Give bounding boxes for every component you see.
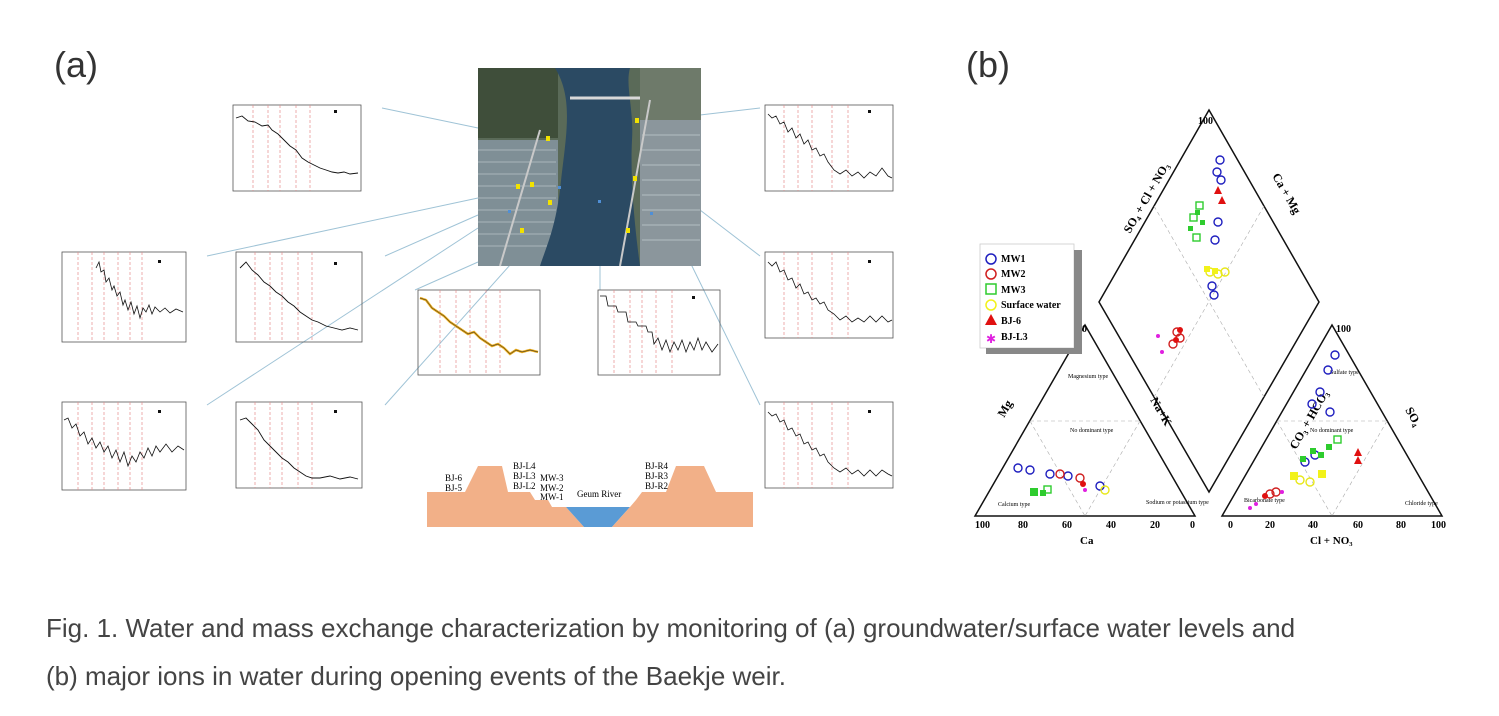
legend-bj6-marker — [985, 314, 997, 325]
so4-axis-label: SO₄ — [1402, 405, 1424, 429]
piper-filled-points — [1030, 186, 1362, 510]
an-tick-40: 40 — [1308, 520, 1318, 531]
hydrograph-geum-river — [597, 289, 721, 376]
connector-lines — [206, 107, 761, 406]
an-tick-0: 0 — [1228, 520, 1233, 531]
legend-mw1-label: MW1 — [1001, 254, 1025, 265]
an-tick-60: 60 — [1353, 520, 1363, 531]
hydrograph-bj-l4 — [232, 104, 362, 192]
right-tick-100: 100 — [1336, 324, 1351, 335]
caption-line-2: (b) major ions in water during opening e… — [46, 661, 786, 691]
panel-a-label: (a) — [54, 44, 98, 85]
ca-mg-axis-label: Ca + Mg — [1269, 171, 1304, 217]
legend-bj6-label: BJ-6 — [1001, 316, 1021, 327]
cs-mw-label-3: MW-1 — [540, 492, 564, 502]
no-dominant-left-label: No dominant type — [1070, 428, 1114, 434]
cs-river-label: Geum River — [577, 489, 621, 499]
an-tick-80: 80 — [1396, 520, 1406, 531]
legend-bjl3-label: BJ-L3 — [1001, 332, 1028, 343]
an-tick-100: 100 — [1431, 520, 1446, 531]
cs-right-label-3: BJ-R2 — [645, 481, 668, 491]
piper-legend: MW1 MW2 MW3 Surface water BJ-6 ✱ BJ-L3 — [979, 243, 1082, 354]
legend-mw2-marker — [985, 268, 997, 280]
hydrograph-mw — [417, 289, 541, 376]
anion-triangle — [1220, 323, 1444, 517]
panel-b-label: (b) — [966, 44, 1010, 85]
legend-mw1-marker — [985, 253, 997, 265]
cation-axis-label: Ca — [1080, 535, 1094, 547]
cat-tick-40: 40 — [1106, 520, 1116, 531]
cs-right-label-1: BJ-R4 — [645, 461, 669, 471]
legend-bjl3-marker: ✱ — [986, 332, 996, 346]
no-dominant-right-label: No dominant type — [1310, 428, 1354, 434]
top-tick-100: 100 — [1198, 116, 1213, 127]
bicarbonate-type-label: Bicarbonate type — [1244, 498, 1285, 504]
cross-section-diagram: BJ-6 BJ-5 BJ-L4 BJ-L3 BJ-L2 MW-3 MW-2 MW… — [427, 461, 753, 527]
cation-triangle — [973, 323, 1197, 517]
cat-tick-100: 100 — [975, 520, 990, 531]
hydrograph-bj-l2 — [235, 401, 363, 489]
figure-caption: Fig. 1. Water and mass exchange characte… — [46, 604, 1466, 700]
cat-tick-60: 60 — [1062, 520, 1072, 531]
nak-axis-label: Na+K — [1147, 395, 1175, 429]
cs-mw-label-1: MW-3 — [540, 473, 564, 483]
calcium-type-label: Calcium type — [998, 502, 1030, 508]
central-diamond — [1098, 108, 1320, 494]
sulfate-type-label: Sulfate type — [1330, 369, 1359, 376]
magnesium-type-label: Magnesium type — [1068, 374, 1108, 380]
hydrograph-bj-6 — [61, 251, 187, 343]
cs-mid-label-3: BJ-L2 — [513, 481, 536, 491]
satellite-map — [478, 68, 701, 267]
cs-right-label-2: BJ-R3 — [645, 471, 669, 481]
piper-points — [1013, 155, 1342, 499]
legend-mw2-label: MW2 — [1001, 269, 1025, 280]
cs-mw-label-2: MW-2 — [540, 483, 564, 493]
anion-axis-label: Cl + NO₃ — [1310, 535, 1353, 547]
cat-tick-20: 20 — [1150, 520, 1160, 531]
cat-tick-80: 80 — [1018, 520, 1028, 531]
cs-mid-label-2: BJ-L3 — [513, 471, 536, 481]
chloride-type-label: Chloride type — [1405, 501, 1438, 507]
cat-tick-0: 0 — [1190, 520, 1195, 531]
hydrograph-bj-r3 — [764, 251, 894, 339]
sodium-type-label: Sodium or potassium type — [1146, 500, 1209, 506]
cs-left-label-1: BJ-6 — [445, 473, 463, 483]
hydrograph-bj-r2 — [764, 401, 894, 489]
co3-axis-label: CO₃ + HCO₃ — [1286, 388, 1331, 452]
hydrograph-bj-l3 — [235, 251, 363, 343]
legend-mw3-label: MW3 — [1001, 285, 1025, 296]
hydrograph-bj-5 — [61, 401, 187, 491]
an-tick-20: 20 — [1265, 520, 1275, 531]
legend-surface-label: Surface water — [1001, 300, 1061, 311]
mg-axis-label: Mg — [994, 397, 1015, 419]
legend-surface-marker — [985, 299, 997, 311]
legend-mw3-marker — [985, 283, 997, 295]
caption-line-1: Fig. 1. Water and mass exchange characte… — [46, 613, 1296, 643]
hydrograph-bj-r4 — [764, 104, 894, 192]
cs-mid-label-1: BJ-L4 — [513, 461, 536, 471]
so4-cl-axis-label: SO₄ + Cl + NO₃ — [1120, 160, 1172, 236]
cs-left-label-2: BJ-5 — [445, 483, 463, 493]
piper-diagram: 100 80 60 40 20 0 0 20 40 60 80 100 100 … — [973, 108, 1446, 547]
